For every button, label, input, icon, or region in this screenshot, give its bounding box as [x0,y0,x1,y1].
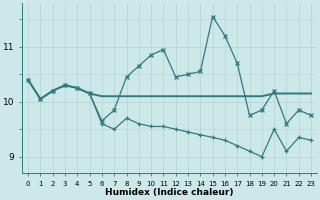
X-axis label: Humidex (Indice chaleur): Humidex (Indice chaleur) [105,188,234,197]
